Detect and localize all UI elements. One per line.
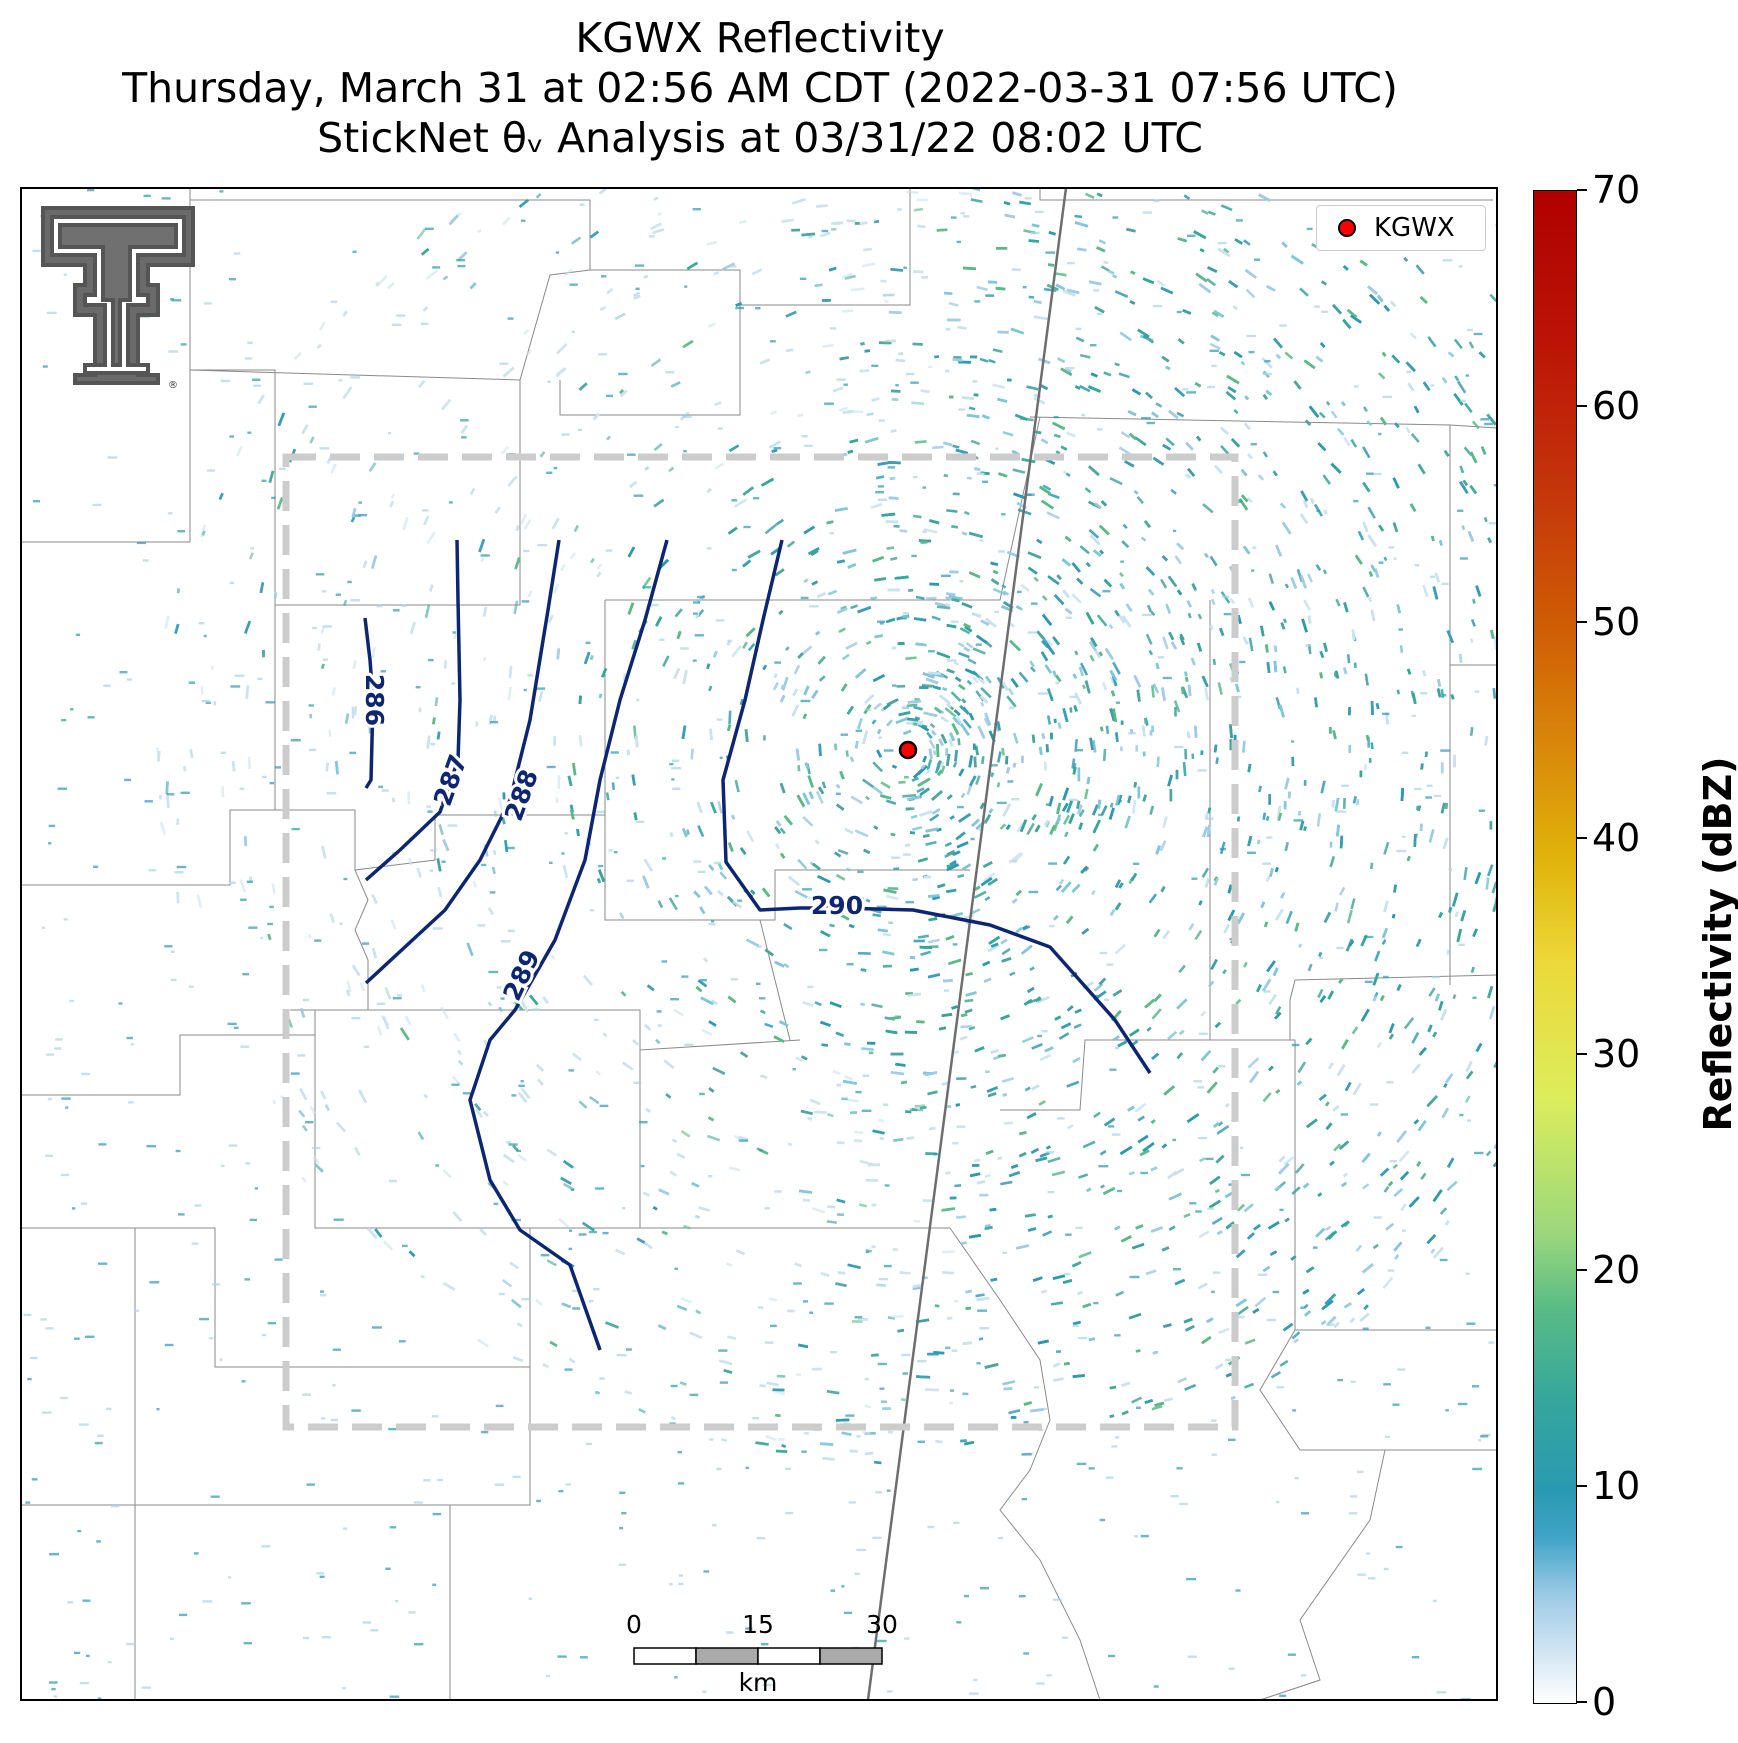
scale-label-0: 0 xyxy=(626,1610,642,1639)
colorbar-tick xyxy=(1577,1269,1587,1271)
analysis-domain-box xyxy=(282,453,1239,1431)
radar-site-marker xyxy=(898,740,918,760)
reflectivity-colorbar xyxy=(1533,190,1577,1704)
contour-label-289: 289 xyxy=(497,945,545,1005)
colorbar-tick xyxy=(1577,1485,1587,1487)
radar-site-legend-marker xyxy=(1338,219,1356,237)
map-frame xyxy=(20,187,1498,1701)
contour-288 xyxy=(364,539,561,985)
state-boundary xyxy=(866,188,1068,1700)
colorbar-title: Reflectivity (dBZ) xyxy=(1696,756,1738,1132)
colorbar-tick-label: 70 xyxy=(1592,168,1641,212)
colorbar-tick xyxy=(1577,1701,1587,1703)
colorbar-tick xyxy=(1577,837,1587,839)
colorbar-tick xyxy=(1577,405,1587,407)
theta-v-contours xyxy=(363,539,1152,1351)
contour-label-290: 290 xyxy=(811,891,863,920)
contour-label-286: 286 xyxy=(360,674,389,726)
colorbar-tick-label: 10 xyxy=(1592,1464,1641,1508)
registered-mark: ® xyxy=(168,380,178,391)
colorbar-tick-label: 60 xyxy=(1592,384,1641,428)
scale-label-30: 30 xyxy=(866,1610,898,1639)
contour-287 xyxy=(364,539,462,882)
contour-label-288: 288 xyxy=(499,766,544,825)
colorbar-tick-label: 20 xyxy=(1592,1248,1641,1292)
colorbar-tick xyxy=(1577,621,1587,623)
texas-tech-logo-icon: ® xyxy=(41,206,195,391)
colorbar-tick-label: 50 xyxy=(1592,600,1641,644)
contour-286 xyxy=(363,617,375,789)
scale-bar xyxy=(633,1647,883,1665)
contour-label-287: 287 xyxy=(428,751,473,810)
colorbar-tick xyxy=(1577,189,1587,191)
colorbar-tick-label: 40 xyxy=(1592,816,1641,860)
map-legend: KGWX xyxy=(1316,205,1486,251)
county-boundaries xyxy=(21,188,1497,1700)
colorbar-tick xyxy=(1577,1053,1587,1055)
colorbar-tick-label: 30 xyxy=(1592,1032,1641,1076)
contour-289 xyxy=(468,539,669,1351)
legend-label: KGWX xyxy=(1374,213,1455,243)
map-title: KGWX Reflectivity xyxy=(575,14,945,62)
contour-290 xyxy=(721,539,1152,1074)
map-time-subtitle: Thursday, March 31 at 02:56 AM CDT (2022… xyxy=(122,64,1398,112)
analysis-subtitle: StickNet θᵥ Analysis at 03/31/22 08:02 U… xyxy=(317,114,1203,162)
scale-label-15: 15 xyxy=(742,1610,774,1639)
colorbar-tick-label: 0 xyxy=(1592,1680,1617,1724)
reflectivity-echoes xyxy=(23,188,1497,1700)
scale-unit: km xyxy=(738,1668,778,1697)
